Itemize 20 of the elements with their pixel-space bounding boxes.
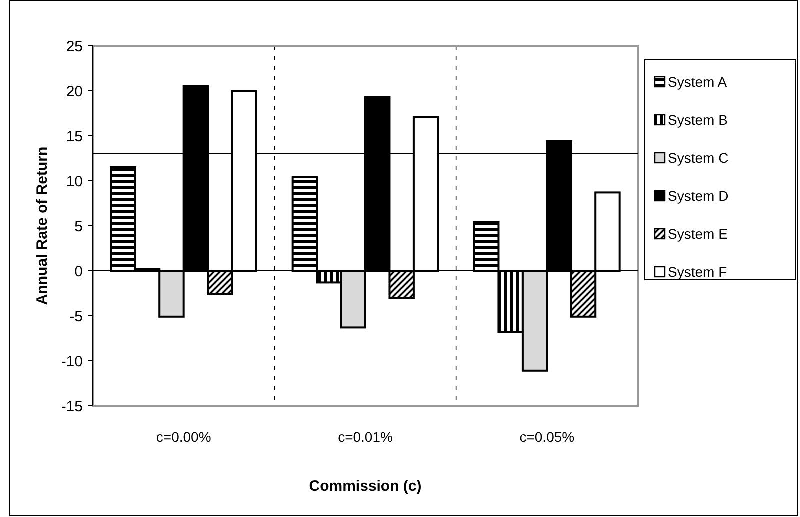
y-tick-label: 5 <box>74 218 83 236</box>
y-tick-label: -5 <box>70 308 83 326</box>
y-tick-label: 0 <box>74 263 83 280</box>
y-tick-label: 20 <box>66 83 83 100</box>
y-tick-label: 10 <box>66 173 83 190</box>
y-tick-label: -15 <box>61 398 83 416</box>
legend-label: System B <box>668 112 728 128</box>
x-axis-title: Commission (c) <box>309 478 422 495</box>
legend-label: System E <box>668 226 728 242</box>
legend-label: System C <box>668 150 729 166</box>
x-tick-label: c=0.01% <box>338 429 393 445</box>
legend-label: System D <box>668 188 729 204</box>
y-tick-label: 25 <box>66 38 83 56</box>
y-axis-title: Annual Rate of Return <box>34 146 51 306</box>
y-tick-label: -10 <box>61 353 83 370</box>
x-tick-label: c=0.00% <box>156 429 212 445</box>
legend-label: System F <box>668 264 728 280</box>
legend-label: System A <box>668 74 728 90</box>
x-tick-label: c=0.05% <box>520 429 575 445</box>
y-tick-label: 15 <box>66 128 83 146</box>
